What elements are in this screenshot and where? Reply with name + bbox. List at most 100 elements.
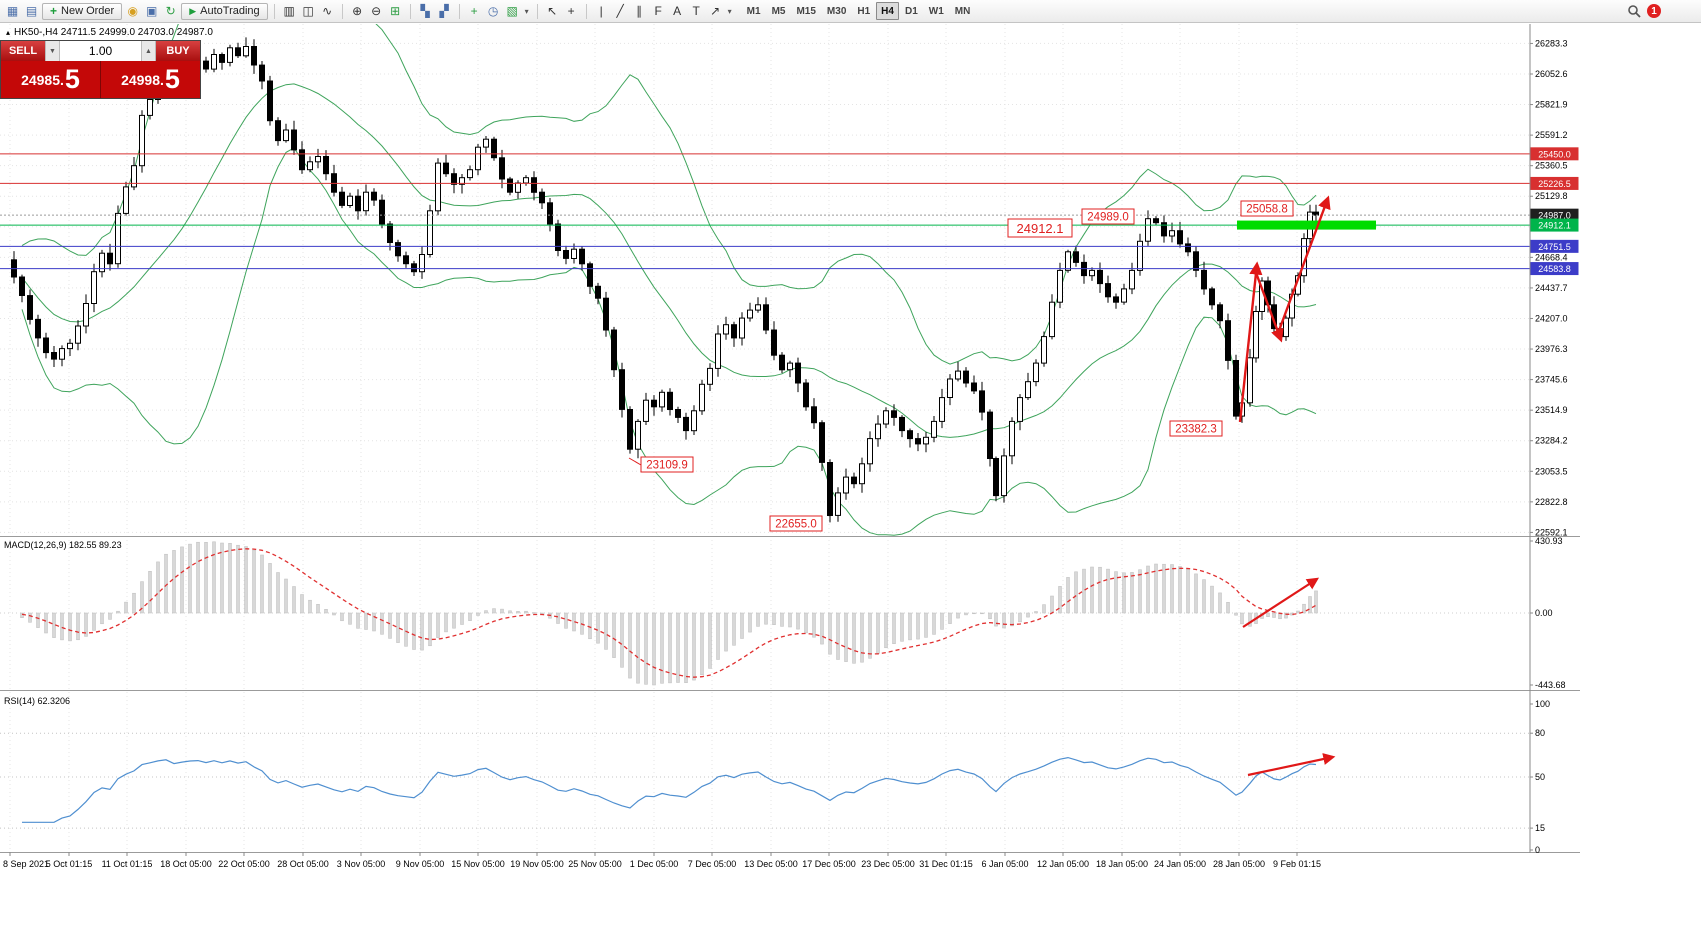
level-lines[interactable] xyxy=(0,153,1530,270)
new-order-button[interactable]: + New Order xyxy=(42,2,123,20)
new-order-icon: + xyxy=(50,4,58,18)
timeframe-d1[interactable]: D1 xyxy=(904,5,918,17)
arrows-caret-icon[interactable]: ▾ xyxy=(727,6,732,16)
svg-text:25360.5: 25360.5 xyxy=(1535,161,1568,171)
profiles-icon[interactable]: ▤ xyxy=(25,4,38,18)
template-caret-icon[interactable]: ▾ xyxy=(524,6,529,16)
toolbar-separator xyxy=(341,3,343,19)
svg-text:15 Nov 05:00: 15 Nov 05:00 xyxy=(451,859,505,869)
sell-button[interactable]: SELL xyxy=(1,41,45,61)
svg-text:24989.0: 24989.0 xyxy=(1087,212,1129,224)
symbol-ohlc-text: HK50-,H4 24711.5 24999.0 24703.0 24987.0 xyxy=(14,27,213,38)
svg-text:24912.1: 24912.1 xyxy=(1538,221,1571,231)
chart-area[interactable]: 24912.1 24989.0 25058.8 23382.3 23109.9 22655… xyxy=(0,24,1701,947)
candlestick-chart-icon[interactable]: ◫ xyxy=(302,4,314,18)
svg-text:28 Oct 05:00: 28 Oct 05:00 xyxy=(277,859,329,869)
toolbar-tool-icons: ▥ ◫ ∿ ⊕ ⊖ ⊞ ▚ ▞ + ◷ ▧ ▾ ↖ + | ╱ ∥ F A T ↗ ▾ xyxy=(270,3,734,20)
cascade-windows-icon[interactable]: ▞ xyxy=(439,4,449,18)
label-icon[interactable]: T xyxy=(692,4,700,18)
svg-text:17 Dec 05:00: 17 Dec 05:00 xyxy=(802,859,856,869)
svg-text:28 Jan 05:00: 28 Jan 05:00 xyxy=(1213,859,1265,869)
svg-text:12 Jan 05:00: 12 Jan 05:00 xyxy=(1037,859,1089,869)
buy-price-main: 24998. xyxy=(121,71,164,88)
report-icon[interactable]: ▣ xyxy=(146,4,158,18)
svg-text:23514.9: 23514.9 xyxy=(1535,405,1568,415)
svg-text:24912.1: 24912.1 xyxy=(1017,221,1064,236)
rsi-panel: RSI(14) 62.3206 xyxy=(0,696,1530,829)
autotrading-icon: ▶ xyxy=(189,5,197,16)
zoom-in-icon[interactable]: ⊕ xyxy=(352,4,363,18)
line-chart-icon[interactable]: ∿ xyxy=(322,4,333,18)
template-icon[interactable]: ▧ xyxy=(506,4,518,18)
trend-arrows[interactable] xyxy=(1238,195,1331,423)
svg-text:RSI(14) 62.3206: RSI(14) 62.3206 xyxy=(4,696,70,706)
tile-windows-icon[interactable]: ⊞ xyxy=(390,4,401,18)
svg-text:24 Jan 05:00: 24 Jan 05:00 xyxy=(1154,859,1206,869)
timeframe-m30[interactable]: M30 xyxy=(826,5,847,17)
autotrading-label: AutoTrading xyxy=(200,5,260,17)
svg-text:22822.8: 22822.8 xyxy=(1535,497,1568,507)
svg-text:24437.7: 24437.7 xyxy=(1535,283,1568,293)
macd-panel: MACD(12,26,9) 182.55 89.23 xyxy=(0,540,1530,686)
annotation-labels[interactable]: 24912.1 24989.0 25058.8 23382.3 23109.9 22655… xyxy=(628,200,1294,532)
svg-text:9 Feb 01:15: 9 Feb 01:15 xyxy=(1273,859,1321,869)
svg-text:22 Oct 05:00: 22 Oct 05:00 xyxy=(218,859,270,869)
svg-text:22655.0: 22655.0 xyxy=(775,519,817,531)
svg-text:25450.0: 25450.0 xyxy=(1538,149,1571,159)
timeframe-m15[interactable]: M15 xyxy=(796,5,816,17)
svg-text:80: 80 xyxy=(1535,728,1545,738)
equidistant-channel-icon[interactable]: ∥ xyxy=(636,4,643,18)
svg-text:6 Jan 05:00: 6 Jan 05:00 xyxy=(981,859,1028,869)
bar-chart-icon[interactable]: ▥ xyxy=(283,4,295,18)
zoom-out-icon[interactable]: ⊖ xyxy=(371,4,382,18)
period-clock-icon[interactable]: ◷ xyxy=(487,4,499,18)
chart-window-icon[interactable]: ▦ xyxy=(6,4,19,18)
sell-price[interactable]: 24985. 5 xyxy=(1,61,100,98)
svg-text:8 Sep 2021: 8 Sep 2021 xyxy=(3,859,49,869)
svg-text:23976.3: 23976.3 xyxy=(1535,344,1568,354)
buy-price[interactable]: 24998. 5 xyxy=(101,61,200,98)
svg-text:18 Jan 05:00: 18 Jan 05:00 xyxy=(1096,859,1148,869)
text-icon[interactable]: A xyxy=(673,4,682,18)
vertical-line-icon[interactable]: | xyxy=(599,4,603,18)
deposit-icon[interactable]: ◉ xyxy=(127,4,138,18)
timeframe-mn[interactable]: MN xyxy=(954,5,971,17)
crosshair-icon[interactable]: + xyxy=(567,4,575,18)
notification-badge[interactable]: 1 xyxy=(1647,4,1661,18)
trendline-icon[interactable]: ╱ xyxy=(616,4,624,18)
svg-text:24583.8: 24583.8 xyxy=(1538,264,1571,274)
candlesticks xyxy=(11,37,1319,523)
svg-text:24987.0: 24987.0 xyxy=(1538,211,1571,221)
svg-text:25 Nov 05:00: 25 Nov 05:00 xyxy=(568,859,622,869)
timeframe-h1[interactable]: H1 xyxy=(857,5,871,17)
arrows-tool-icon[interactable]: ↗ xyxy=(710,4,721,18)
add-indicator-icon[interactable]: + xyxy=(470,4,478,18)
timeframe-m1[interactable]: M1 xyxy=(746,5,761,17)
cursor-icon[interactable]: ↖ xyxy=(547,4,558,18)
svg-text:23745.6: 23745.6 xyxy=(1535,375,1568,385)
svg-text:5 Oct 01:15: 5 Oct 01:15 xyxy=(46,859,93,869)
buy-button[interactable]: BUY xyxy=(156,41,200,61)
refresh-icon[interactable]: ↻ xyxy=(165,4,176,18)
arrange-windows-icon[interactable]: ▚ xyxy=(420,4,430,18)
green-highlight-zone[interactable] xyxy=(1237,220,1376,230)
bollinger-bands xyxy=(21,24,1317,536)
search-icon[interactable] xyxy=(1627,4,1641,18)
one-click-trading-panel: SELL ▼ ▲ BUY 24985. 5 24998. 5 xyxy=(0,40,201,99)
timeframe-w1[interactable]: W1 xyxy=(928,5,944,17)
timeframe-m5[interactable]: M5 xyxy=(771,5,786,17)
svg-text:25058.8: 25058.8 xyxy=(1246,204,1288,216)
volume-decrease-button[interactable]: ▼ xyxy=(45,41,60,61)
chart-symbol-info: ▴ HK50-,H4 24711.5 24999.0 24703.0 24987… xyxy=(6,27,213,38)
toolbar-separator xyxy=(585,3,587,19)
svg-text:25821.9: 25821.9 xyxy=(1535,100,1568,110)
volume-increase-button[interactable]: ▲ xyxy=(141,41,156,61)
svg-text:0: 0 xyxy=(1535,845,1540,855)
volume-input[interactable] xyxy=(60,41,141,61)
autotrading-button[interactable]: ▶ AutoTrading xyxy=(181,2,268,20)
toolbar-separator xyxy=(409,3,411,19)
fibonacci-icon[interactable]: F xyxy=(654,4,662,18)
timeframe-h4[interactable]: H4 xyxy=(876,2,899,20)
svg-text:13 Dec 05:00: 13 Dec 05:00 xyxy=(744,859,798,869)
